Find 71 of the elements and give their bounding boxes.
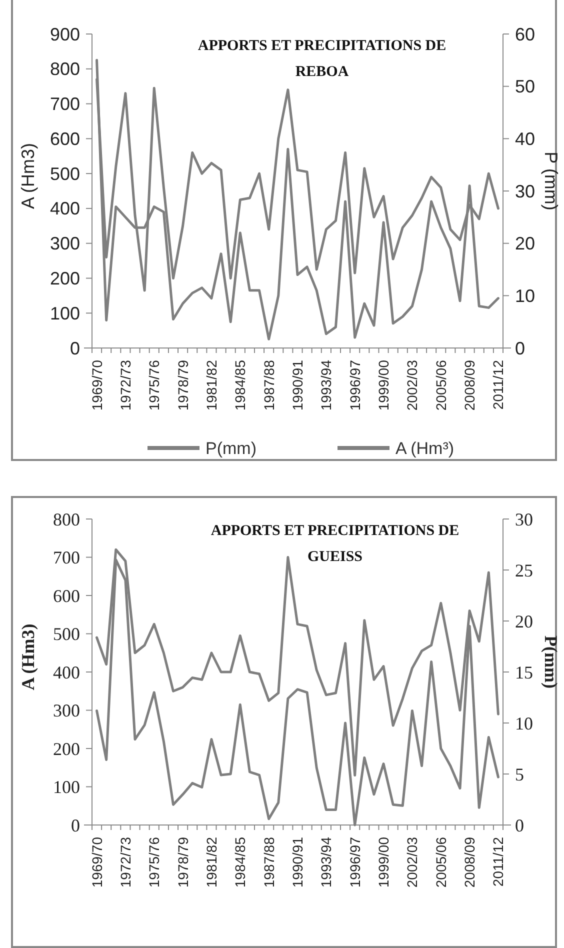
x-tick-label: 1975/76 — [146, 360, 162, 411]
x-tick-label: 2005/06 — [432, 360, 449, 411]
y2-tick-label: 0 — [515, 815, 524, 836]
y2-tick-label: 40 — [515, 128, 536, 149]
y2-tick-label: 0 — [515, 338, 526, 358]
x-tick-label: 1987/88 — [260, 836, 277, 888]
y-axis-title: A (Hm3) — [18, 624, 38, 690]
x-tick-label: 1996/97 — [346, 360, 363, 411]
x-tick-label: 2008/09 — [462, 836, 478, 888]
y-tick-label: 600 — [50, 128, 80, 149]
y-tick-label: 200 — [53, 738, 80, 759]
y-tick-label: 900 — [50, 24, 80, 44]
y-tick-label: 0 — [71, 815, 80, 836]
x-tick-label: 2011/12 — [490, 360, 506, 410]
x-tick-label: 1999/00 — [376, 360, 392, 411]
x-tick-label: 1978/79 — [174, 836, 191, 888]
y2-axis-title: P (mm) — [541, 152, 561, 210]
y2-tick-label: 20 — [515, 611, 533, 632]
y-tick-label: 700 — [53, 548, 80, 568]
y2-tick-label: 5 — [515, 764, 524, 784]
x-tick-label: 1972/73 — [117, 360, 134, 411]
x-tick-label: 1972/73 — [117, 836, 134, 888]
y-tick-label: 300 — [53, 700, 80, 721]
y-axis-title: A (Hm3) — [18, 142, 38, 210]
y-tick-label: 0 — [70, 338, 80, 358]
y-tick-label: 800 — [50, 59, 80, 80]
legend-label: A (Hm³) — [396, 438, 454, 458]
x-tick-label: 1978/79 — [174, 360, 191, 411]
y-tick-label: 400 — [50, 198, 80, 219]
y-tick-label: 300 — [50, 234, 80, 254]
x-tick-label: 1993/94 — [318, 836, 334, 888]
text: APPORTS ET PRECIPITATIONS DE REBOA — [198, 38, 446, 80]
y-tick-label: 600 — [53, 586, 80, 606]
x-tick-label: 1993/94 — [318, 360, 334, 411]
x-tick-label: 2002/03 — [404, 836, 420, 888]
legend-label: P(mm) — [206, 438, 256, 458]
x-tick-label: 1981/82 — [203, 836, 220, 888]
x-tick-label: 1984/85 — [232, 836, 248, 888]
x-tick-label: 2002/03 — [404, 360, 420, 411]
x-tick-label: 1990/91 — [290, 836, 306, 888]
x-tick-label: 1996/97 — [346, 836, 363, 888]
y-tick-label: 500 — [53, 624, 80, 644]
x-tick-label: 1987/88 — [260, 360, 277, 411]
y2-tick-label: 15 — [515, 662, 533, 682]
y-tick-label: 800 — [53, 509, 80, 530]
x-tick-label: 2008/09 — [462, 360, 478, 411]
y-tick-label: 400 — [53, 662, 80, 682]
x-tick-label: 1984/85 — [232, 360, 248, 411]
y2-tick-label: 30 — [515, 181, 536, 202]
y2-tick-label: 50 — [515, 76, 536, 97]
y2-tick-label: 10 — [515, 713, 533, 734]
y2-tick-label: 20 — [515, 234, 536, 254]
y-tick-label: 500 — [50, 164, 80, 184]
x-tick-label: 1969/70 — [88, 360, 105, 411]
y2-axis-title: P(mm) — [541, 636, 561, 688]
x-tick-label: 1981/82 — [203, 360, 220, 411]
text: APPORTS ET PRECIPITATIONS DE GUEISS — [210, 523, 460, 565]
y2-tick-label: 30 — [515, 509, 533, 530]
x-tick-label: 2005/06 — [432, 836, 449, 888]
x-tick-label: 1990/91 — [290, 360, 306, 411]
y2-tick-label: 25 — [515, 560, 533, 580]
x-tick-label: 2011/12 — [490, 836, 506, 887]
y-tick-label: 100 — [50, 303, 80, 324]
y2-tick-label: 60 — [515, 24, 536, 44]
x-tick-label: 1999/00 — [376, 836, 392, 888]
y2-tick-label: 10 — [515, 286, 536, 306]
x-tick-label: 1969/70 — [88, 836, 105, 888]
x-tick-label: 1975/76 — [146, 836, 162, 888]
y-tick-label: 200 — [50, 268, 80, 289]
y-tick-label: 100 — [53, 777, 80, 798]
y-tick-label: 700 — [50, 94, 80, 114]
